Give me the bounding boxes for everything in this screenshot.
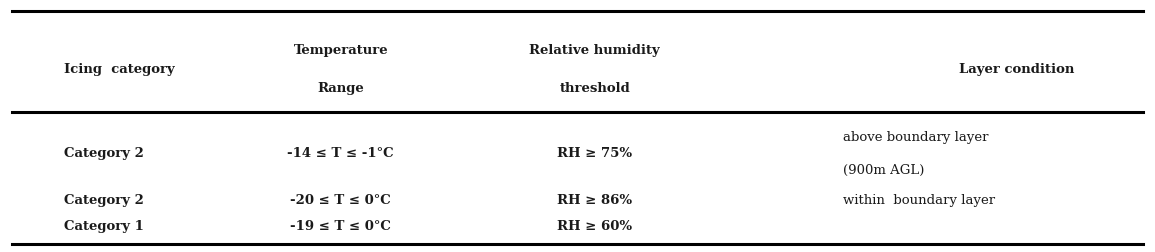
Text: Category 2: Category 2 bbox=[64, 194, 143, 207]
Text: threshold: threshold bbox=[559, 82, 631, 95]
Text: Temperature: Temperature bbox=[293, 44, 388, 57]
Text: above boundary layer: above boundary layer bbox=[843, 131, 989, 144]
Text: -14 ≤ T ≤ -1°C: -14 ≤ T ≤ -1°C bbox=[288, 147, 394, 160]
Text: RH ≥ 60%: RH ≥ 60% bbox=[557, 220, 633, 233]
Text: Layer condition: Layer condition bbox=[959, 63, 1074, 76]
Text: RH ≥ 86%: RH ≥ 86% bbox=[557, 194, 633, 207]
Text: Icing  category: Icing category bbox=[64, 63, 174, 76]
Text: Category 1: Category 1 bbox=[64, 220, 143, 233]
Text: Range: Range bbox=[318, 82, 364, 95]
Text: Relative humidity: Relative humidity bbox=[529, 44, 661, 57]
Text: -19 ≤ T ≤ 0°C: -19 ≤ T ≤ 0°C bbox=[290, 220, 392, 233]
Text: -20 ≤ T ≤ 0°C: -20 ≤ T ≤ 0°C bbox=[290, 194, 392, 207]
Text: Category 2: Category 2 bbox=[64, 147, 143, 160]
Text: (900m AGL): (900m AGL) bbox=[843, 164, 924, 177]
Text: RH ≥ 75%: RH ≥ 75% bbox=[557, 147, 633, 160]
Text: within  boundary layer: within boundary layer bbox=[843, 194, 996, 207]
